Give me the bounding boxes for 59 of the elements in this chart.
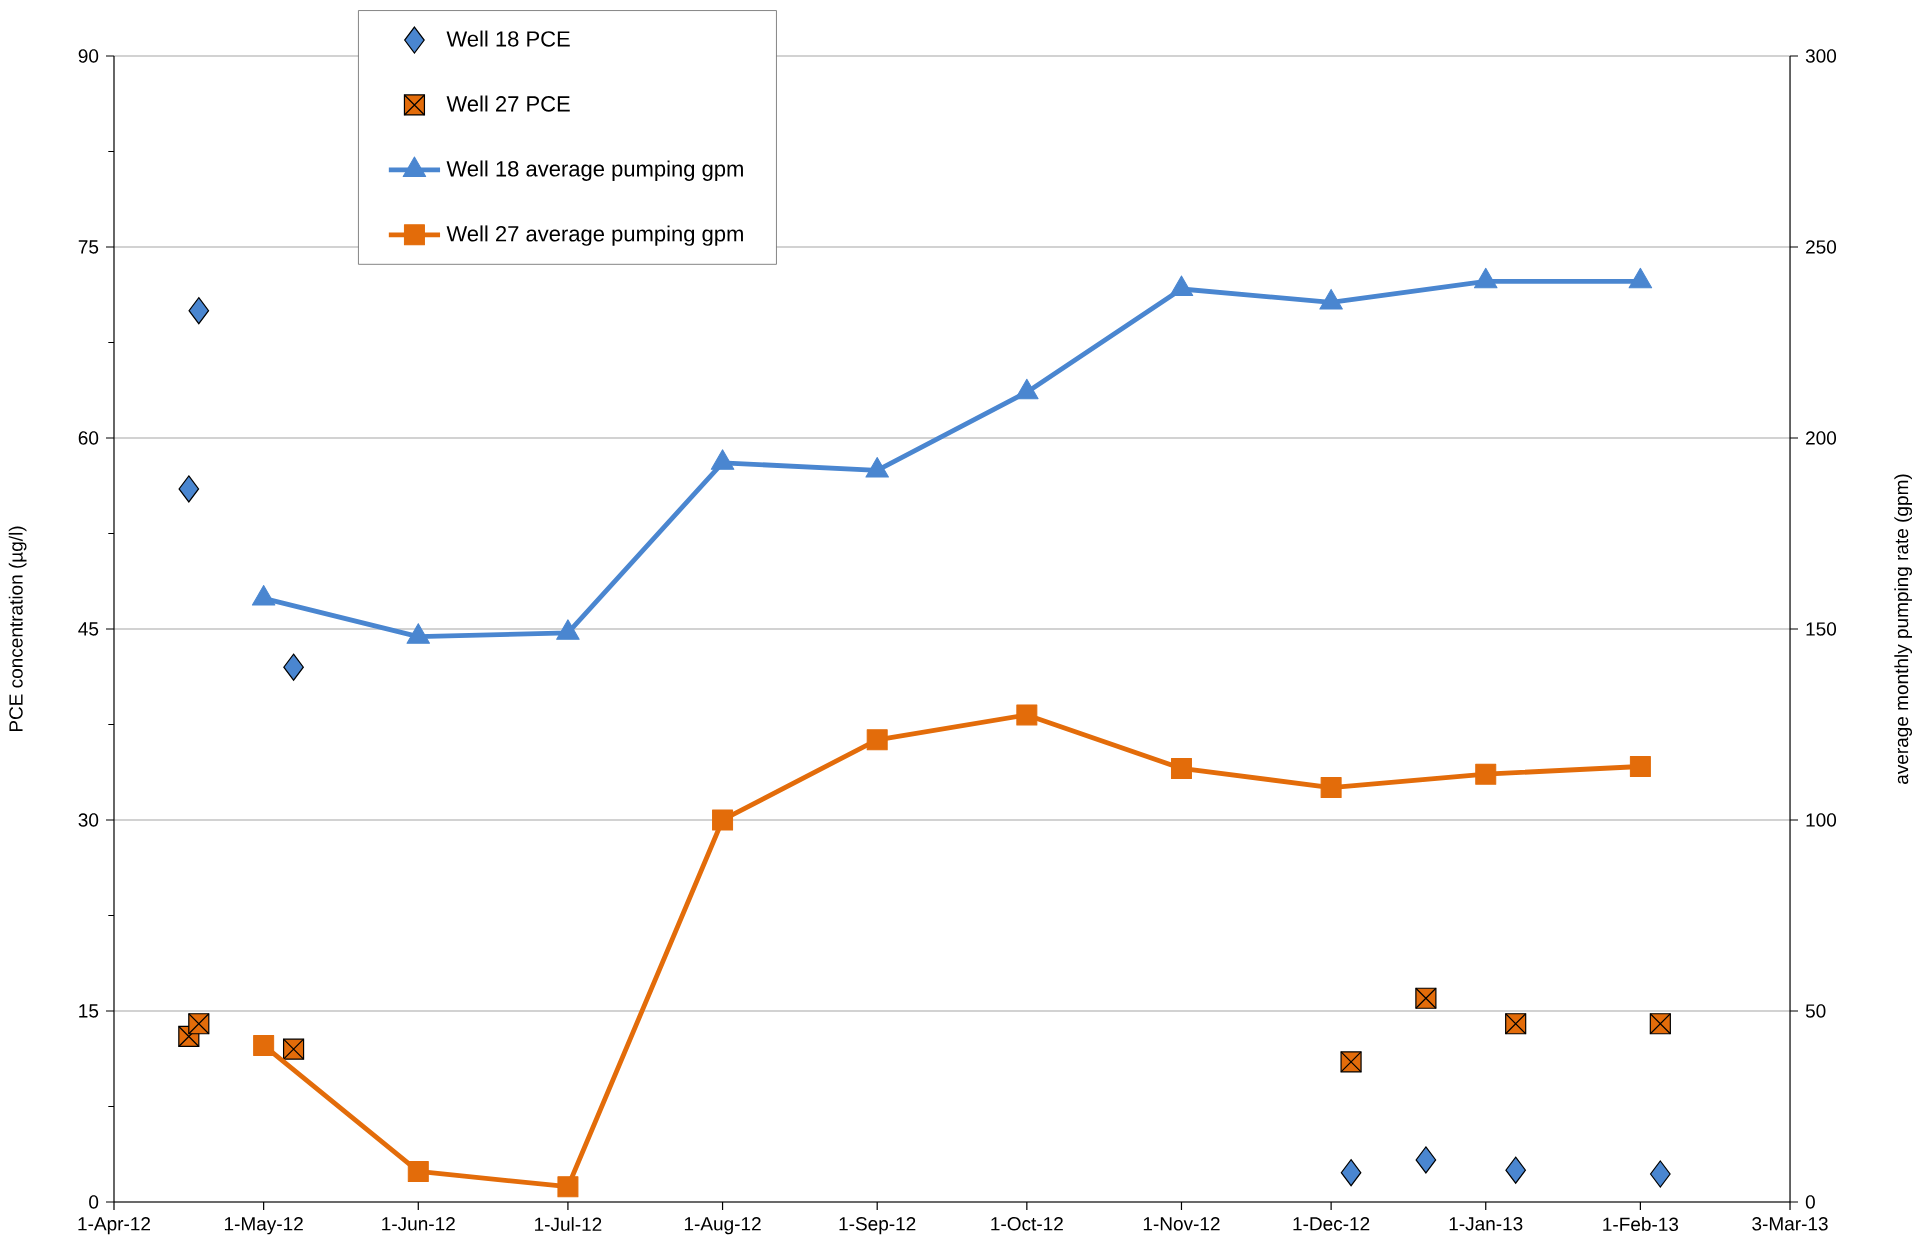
- legend-label: Well 18 average pumping gpm: [446, 160, 743, 181]
- legend-label: Well 27 average pumping gpm: [446, 225, 743, 246]
- point: [556, 619, 580, 640]
- y-tick-label: 45: [78, 622, 99, 636]
- legend-label: Well 18 PCE: [446, 30, 570, 47]
- point: [178, 475, 200, 503]
- point: [1170, 757, 1192, 779]
- point: [1319, 288, 1343, 310]
- point: [866, 729, 888, 751]
- point: [1629, 756, 1651, 778]
- y2-tick-label: 150: [1806, 622, 1837, 636]
- y-axis-title: PCE concentration (µg/l): [8, 526, 27, 732]
- point: [557, 1176, 579, 1198]
- y-tick-label: 30: [78, 813, 99, 827]
- y2-tick-label: 300: [1805, 49, 1837, 63]
- x-tick-label: 1-Dec-12: [1293, 1217, 1370, 1231]
- point: [1320, 777, 1342, 799]
- x-tick-label: 1-Jun-12: [382, 1217, 455, 1231]
- point: [712, 809, 734, 831]
- y2-axis-title: average monthly pumping rate (gpm): [1894, 474, 1913, 784]
- x-tick-label: 1-Feb-13: [1603, 1217, 1679, 1232]
- x-tick-label: 1-Sep-12: [839, 1217, 916, 1235]
- x-tick-label: 1-Apr-12: [78, 1217, 151, 1235]
- y-tick-label: 75: [78, 240, 99, 254]
- point: [407, 1160, 429, 1182]
- x-tick-label: 3-Mar-13: [1752, 1217, 1828, 1231]
- point: [1475, 763, 1497, 785]
- point: [253, 1034, 275, 1056]
- point: [1649, 1160, 1671, 1188]
- point: [1340, 1159, 1362, 1187]
- point: [1169, 275, 1194, 297]
- y2-tick-label: 0: [1805, 1195, 1815, 1209]
- point: [1505, 1156, 1527, 1184]
- y2-tick-label: 250: [1806, 240, 1837, 254]
- point: [251, 584, 276, 606]
- point: [283, 653, 304, 681]
- point: [865, 456, 889, 478]
- y-tick-label: 60: [78, 431, 99, 445]
- point: [1016, 704, 1038, 726]
- x-tick-label: 1-Jan-13: [1449, 1217, 1523, 1231]
- y-tick-label: 90: [78, 49, 99, 63]
- point: [710, 449, 735, 470]
- point: [1015, 378, 1039, 400]
- point: [1628, 267, 1653, 289]
- x-tick-label: 1-Jul-12: [535, 1217, 602, 1232]
- y-tick-label: 15: [79, 1004, 99, 1018]
- point: [1473, 267, 1498, 289]
- y-tick-label: 0: [89, 1195, 99, 1209]
- point: [188, 297, 210, 325]
- point: [1415, 1146, 1437, 1174]
- x-tick-label: 1-Nov-12: [1143, 1217, 1220, 1231]
- y2-tick-label: 50: [1805, 1004, 1826, 1018]
- legend-label: Well 27 PCE: [446, 95, 570, 112]
- x-tick-label: 1-May-12: [224, 1217, 303, 1235]
- x-tick-label: 1-Oct-12: [991, 1217, 1063, 1231]
- x-tick-label: 1-Aug-12: [684, 1217, 761, 1235]
- y2-tick-label: 200: [1806, 431, 1837, 445]
- point: [406, 623, 431, 644]
- y2-tick-label: 100: [1806, 813, 1837, 827]
